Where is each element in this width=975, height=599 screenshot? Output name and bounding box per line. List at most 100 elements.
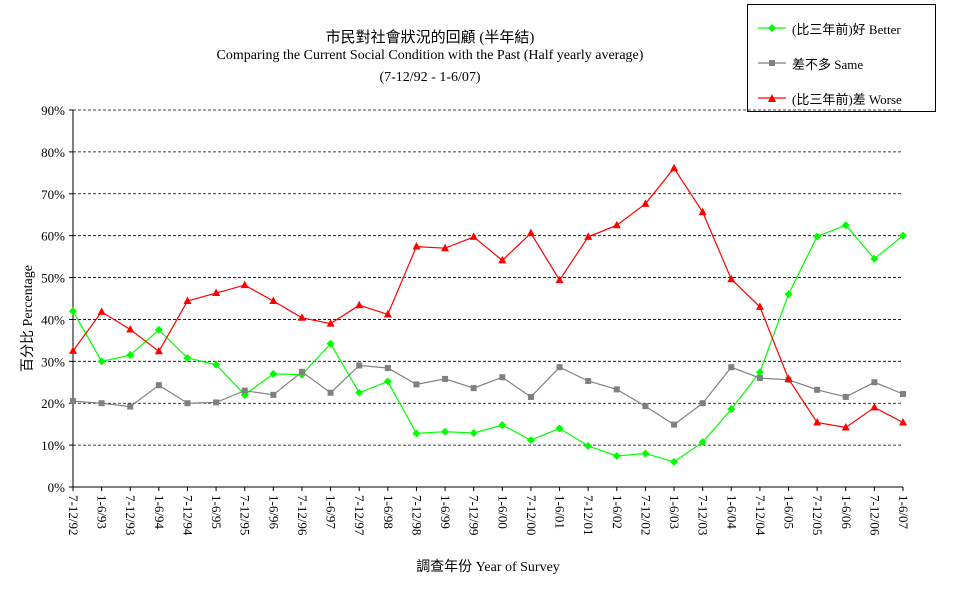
series-line-worse [72, 167, 904, 429]
x-tick-label: 7-12/00 [524, 495, 539, 535]
data-point-better [641, 449, 650, 458]
data-point-better [870, 254, 879, 263]
x-tick-label: 7-12/05 [810, 495, 825, 535]
series-line-better [72, 224, 904, 463]
data-point-worse [212, 288, 221, 297]
legend-marker-worse [758, 94, 786, 102]
x-tick-label: 1-6/05 [782, 495, 797, 529]
x-tick-label: 1-6/93 [95, 495, 110, 529]
data-point-same [213, 399, 220, 406]
data-point-worse [899, 417, 907, 426]
x-tick-label: 7-12/94 [180, 495, 195, 536]
data-point-same [327, 389, 334, 396]
data-point-better [383, 377, 392, 386]
x-tick-label: 7-12/92 [66, 495, 81, 535]
data-point-worse [641, 199, 650, 207]
data-point-same [298, 368, 305, 375]
x-tick-label: 1-6/99 [438, 495, 453, 529]
y-tick-label: 10% [41, 438, 65, 453]
chart-subtitle: Comparing the Current Social Condition w… [216, 48, 644, 63]
data-point-better [727, 405, 736, 414]
x-tick-label: 7-12/99 [467, 495, 482, 535]
data-point-worse [698, 207, 707, 216]
y-tick-label: 60% [41, 229, 65, 244]
data-point-worse [69, 346, 77, 354]
data-point-same [814, 386, 821, 393]
data-point-better [698, 438, 707, 447]
data-point-better [183, 353, 192, 362]
data-point-worse [412, 242, 421, 250]
y-tick-label: 0% [48, 480, 66, 495]
data-point-better [755, 368, 764, 377]
y-tick-label: 80% [41, 145, 65, 160]
x-tick-label: 7-12/02 [638, 495, 653, 535]
data-point-worse [326, 319, 335, 327]
x-tick-label: 1-6/95 [209, 495, 224, 529]
x-tick-label: 7-12/04 [753, 495, 768, 536]
x-tick-label: 1-6/01 [553, 495, 568, 529]
x-tick-label: 1-6/94 [152, 495, 167, 529]
legend-item-worse: (比三年前)差 Worse [758, 89, 902, 107]
data-point-worse [526, 228, 535, 237]
data-point-same [356, 362, 363, 369]
legend-label-better: (比三年前)好 Better [792, 21, 901, 37]
data-point-same [442, 375, 449, 382]
data-point-same [127, 403, 134, 410]
y-tick-label: 90% [41, 103, 65, 118]
data-point-better [784, 290, 793, 299]
x-tick-label: 7-12/06 [867, 495, 882, 536]
data-point-same [470, 385, 477, 392]
x-tick-label: 1-6/98 [381, 495, 396, 529]
chart-legend: (比三年前)好 Better 差不多 Same (比三年前)差 Worse [747, 4, 936, 112]
data-point-same [556, 364, 563, 371]
data-point-worse [870, 402, 879, 411]
data-point-same [413, 381, 420, 388]
data-point-worse [784, 374, 793, 382]
data-point-better [899, 231, 907, 240]
x-tick-label: 1-6/96 [266, 495, 281, 529]
legend-marker-same [758, 60, 786, 66]
data-point-better [841, 221, 850, 230]
data-point-same [613, 386, 620, 393]
y-tick-label: 70% [41, 187, 65, 202]
y-axis-label: 百分比 Percentage [20, 265, 36, 372]
data-point-same [270, 391, 277, 398]
data-point-better [584, 441, 593, 450]
data-point-better [126, 351, 135, 360]
data-point-better [813, 232, 822, 241]
data-point-worse [126, 324, 135, 333]
data-point-same [70, 398, 76, 405]
data-point-same [384, 365, 391, 372]
data-point-better [612, 452, 621, 461]
data-point-better [326, 339, 335, 348]
data-point-worse [154, 346, 163, 355]
data-point-worse [813, 417, 822, 426]
data-point-same [699, 400, 706, 407]
data-point-better [469, 428, 478, 437]
data-point-better [412, 429, 421, 438]
y-tick-label: 40% [41, 312, 65, 327]
data-point-same [900, 391, 906, 398]
data-point-worse [183, 296, 192, 305]
x-tick-label: 1-6/03 [667, 495, 682, 529]
data-point-worse [355, 300, 364, 309]
legend-item-better: (比三年前)好 Better [758, 19, 901, 37]
data-point-same [155, 382, 162, 389]
data-point-better [670, 457, 679, 466]
x-tick-label: 7-12/95 [238, 495, 253, 535]
data-point-worse [670, 163, 679, 172]
data-point-better [355, 388, 364, 397]
x-tick-label: 1-6/04 [724, 495, 739, 529]
x-tick-label: 1-6/97 [324, 495, 339, 529]
legend-label-same: 差不多 Same [792, 56, 864, 72]
x-tick-label: 7-12/03 [696, 495, 711, 535]
legend-label-worse: (比三年前)差 Worse [792, 91, 902, 107]
x-tick-label: 7-12/01 [581, 495, 596, 535]
data-point-worse [584, 232, 593, 240]
data-point-same [585, 378, 592, 385]
data-point-same [756, 375, 763, 382]
data-point-better [526, 436, 535, 445]
data-point-worse [727, 274, 736, 283]
x-tick-label: 1-6/07 [896, 495, 911, 529]
